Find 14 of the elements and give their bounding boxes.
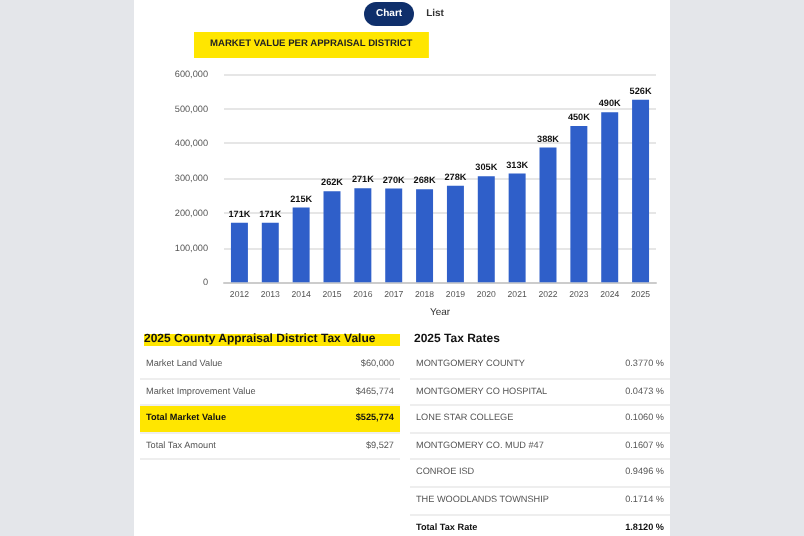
bar (632, 99, 650, 283)
bar (292, 207, 310, 283)
bar (539, 147, 557, 283)
bar (446, 185, 464, 283)
bar (477, 176, 495, 283)
bar (416, 189, 434, 283)
bar (261, 222, 279, 283)
bar (230, 222, 248, 283)
bar (508, 173, 526, 283)
bar (385, 188, 403, 283)
bar (323, 191, 341, 283)
bar (570, 126, 588, 283)
bar (354, 188, 372, 283)
bar (601, 112, 619, 283)
